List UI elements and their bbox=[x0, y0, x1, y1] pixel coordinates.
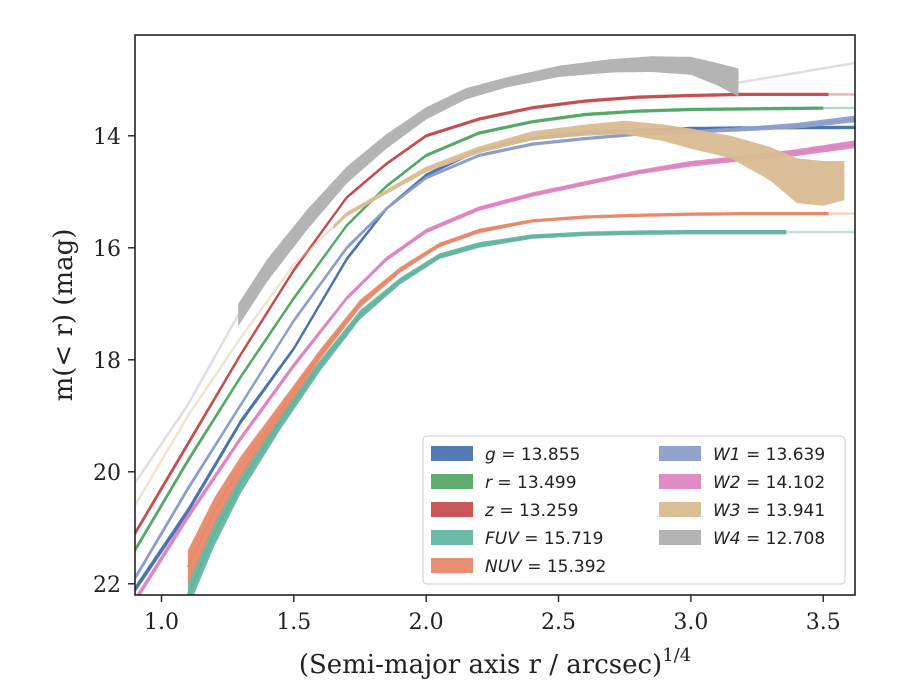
plot-frame bbox=[134, 34, 856, 596]
legend-item-r: r = 13.499 bbox=[431, 473, 577, 493]
x-axis-label: (Semi-major axis r / arcsec)1/4 bbox=[299, 645, 691, 680]
series-w4-band bbox=[238, 56, 739, 327]
y-axis-label: m(< r) (mag) bbox=[49, 229, 79, 402]
series-r-line bbox=[135, 107, 824, 551]
legend-swatch bbox=[431, 446, 473, 461]
x-tick-label: 1.0 bbox=[144, 610, 179, 635]
series-r bbox=[135, 106, 855, 554]
x-tick-label: 2.5 bbox=[541, 610, 576, 635]
legend-item-g: g = 13.855 bbox=[431, 445, 580, 465]
series-fuv-line bbox=[186, 231, 787, 595]
legend-item-z: z = 13.259 bbox=[431, 501, 578, 521]
legend-item-w1: W1 = 13.639 bbox=[659, 445, 825, 465]
legend-swatch bbox=[659, 446, 701, 461]
legend-swatch bbox=[431, 530, 473, 545]
x-tick-label: 3.0 bbox=[673, 610, 708, 635]
x-axis: 1.0 1.5 2.0 2.5 3.0 3.5 bbox=[144, 595, 841, 635]
legend-label: r = 13.499 bbox=[485, 473, 577, 493]
legend: g = 13.855 r = 13.499 z = 13.259 FUV = 15.7… bbox=[422, 435, 846, 585]
series-w4 bbox=[135, 56, 855, 484]
legend-label: z = 13.259 bbox=[484, 501, 578, 521]
legend-box bbox=[422, 435, 846, 585]
series-z-line bbox=[135, 93, 829, 534]
legend-label: W3 = 13.941 bbox=[713, 501, 825, 521]
y-axis: 14 16 18 20 22 bbox=[93, 125, 135, 598]
legend-swatch bbox=[431, 502, 473, 517]
legend-label: W4 = 12.708 bbox=[713, 529, 825, 549]
legend-swatch bbox=[431, 474, 473, 489]
legend-label: W2 = 14.102 bbox=[713, 473, 825, 493]
y-tick-label: 22 bbox=[93, 573, 121, 598]
y-tick-label: 16 bbox=[93, 237, 121, 262]
y-tick-label: 14 bbox=[93, 125, 121, 150]
x-tick-label: 3.5 bbox=[806, 610, 841, 635]
legend-item-fuv: FUV = 15.719 bbox=[431, 529, 603, 549]
y-tick-label: 18 bbox=[93, 349, 121, 374]
legend-swatch bbox=[659, 474, 701, 489]
legend-item-nuv: NUV = 15.392 bbox=[431, 557, 606, 577]
legend-label: NUV = 15.392 bbox=[485, 557, 606, 577]
plot-area bbox=[135, 56, 855, 595]
series-w3 bbox=[135, 120, 845, 507]
legend-label: FUV = 15.719 bbox=[485, 529, 603, 549]
legend-label: W1 = 13.639 bbox=[713, 445, 825, 465]
legend-swatch bbox=[659, 502, 701, 517]
legend-swatch bbox=[659, 530, 701, 545]
series-nuv bbox=[186, 212, 855, 584]
x-tick-label: 2.0 bbox=[409, 610, 444, 635]
legend-item-w4: W4 = 12.708 bbox=[659, 529, 825, 549]
legend-item-w3: W3 = 13.941 bbox=[659, 501, 825, 521]
legend-label: g = 13.855 bbox=[485, 445, 580, 465]
legend-item-w2: W2 = 14.102 bbox=[659, 473, 825, 493]
series-w1 bbox=[135, 115, 855, 581]
series-w3-band bbox=[333, 120, 845, 229]
series-nuv-line bbox=[186, 212, 829, 568]
x-tick-label: 1.5 bbox=[276, 610, 311, 635]
y-tick-label: 20 bbox=[93, 461, 121, 486]
series-fuv bbox=[186, 229, 855, 595]
series-w1-line bbox=[135, 117, 855, 579]
legend-swatch bbox=[431, 558, 473, 573]
